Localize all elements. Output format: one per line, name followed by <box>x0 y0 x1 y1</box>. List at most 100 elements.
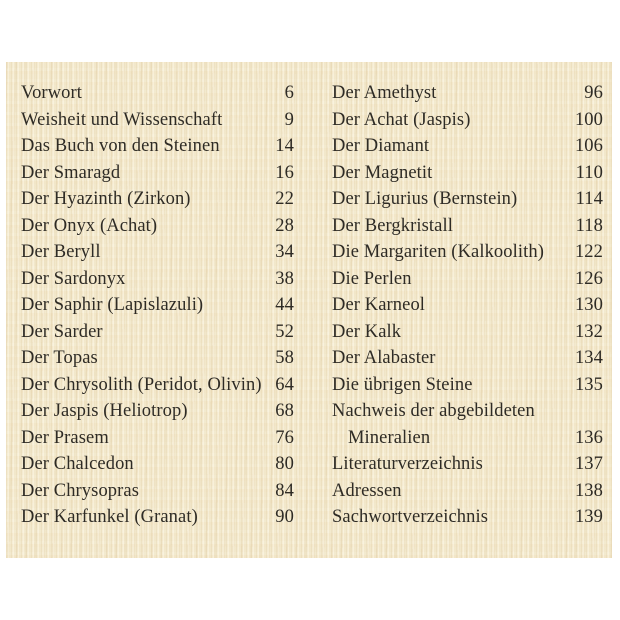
toc-entry-label: Der Jaspis (Heliotrop) <box>21 401 188 421</box>
toc-row: Der Sardonyx 38 <box>21 269 294 296</box>
toc-row: Mineralien 136 <box>332 428 603 455</box>
toc-entry-page-number: 14 <box>275 136 294 156</box>
toc-column-right: Der Amethyst 96 Der Achat (Jaspis) 100 Der D… <box>332 83 603 534</box>
toc-entry-label: Der Smaragd <box>21 162 121 183</box>
toc-row: Der Beryll 34 <box>21 242 294 269</box>
toc-entry-page-number: 139 <box>574 507 603 527</box>
toc-entry-page-number: 58 <box>275 348 294 368</box>
toc-row: Der Chalcedon 80 <box>21 454 294 481</box>
toc-row: Der Alabaster 134 <box>332 348 603 375</box>
toc-columns: Vorwort 6 Weisheit und Wissenschaft 9 Das Bu… <box>21 83 603 534</box>
toc-entry-label: Der Diamant <box>332 136 430 156</box>
toc-entry-label: Die Margariten (Kalkoolith) <box>332 242 544 262</box>
toc-entry-page-number: 44 <box>275 295 294 315</box>
toc-entry-page-number: 96 <box>584 83 603 103</box>
toc-entry-label: Die Perlen <box>332 268 412 289</box>
toc-entry-page-number: 90 <box>275 507 294 527</box>
toc-entry-page-number: 80 <box>275 454 294 474</box>
toc-row: Der Achat (Jaspis) 100 <box>332 110 603 137</box>
toc-entry-label: Der Chalcedon <box>21 454 134 474</box>
toc-entry-page-number: 6 <box>284 83 294 103</box>
toc-entry-page-number: 136 <box>574 427 603 448</box>
toc-entry-label: Der Sardonyx <box>21 268 126 289</box>
toc-entry-label: Der Chrysopras <box>21 480 140 501</box>
toc-row: Die übrigen Steine 135 <box>332 375 603 402</box>
toc-entry-page-number: 135 <box>574 374 603 395</box>
toc-column-left: Vorwort 6 Weisheit und Wissenschaft 9 Das Bu… <box>21 83 294 534</box>
toc-row: Der Saphir (Lapislazuli) 44 <box>21 295 294 322</box>
toc-row: Literaturverzeichnis 137 <box>332 454 603 481</box>
toc-entry-page-number: 126 <box>574 268 603 289</box>
toc-entry-label: Nachweis der abgebildeten <box>332 401 535 421</box>
toc-entry-label: Der Karfunkel (Granat) <box>21 507 198 527</box>
toc-row: Der Topas 58 <box>21 348 294 375</box>
toc-entry-label: Der Kalk <box>332 321 402 342</box>
book-contents-page: Vorwort 6 Weisheit und Wissenschaft 9 Das Bu… <box>6 62 612 558</box>
toc-entry-page-number: 106 <box>574 136 603 156</box>
toc-entry-label: Das Buch von den Steinen <box>21 136 220 156</box>
toc-entry-label: Der Beryll <box>21 242 101 262</box>
toc-entry-label: Der Onyx (Achat) <box>21 215 158 236</box>
toc-row: Der Prasem 76 <box>21 428 294 455</box>
toc-entry-page-number: 68 <box>275 401 294 421</box>
toc-row: Der Diamant 106 <box>332 136 603 163</box>
toc-entry-label: Der Topas <box>21 348 98 368</box>
toc-row: Der Chrysolith (Peridot, Olivin) 64 <box>21 375 294 402</box>
toc-entry-label: Vorwort <box>21 83 82 103</box>
toc-row: Vorwort 6 <box>21 83 294 110</box>
toc-entry-page-number: 16 <box>275 162 294 183</box>
toc-row: Adressen 138 <box>332 481 603 508</box>
toc-row: Die Margariten (Kalkoolith) 122 <box>332 242 603 269</box>
toc-entry-label: Adressen <box>332 480 402 501</box>
toc-entry-label: Sachwortverzeichnis <box>332 507 489 527</box>
toc-entry-label: Der Hyazinth (Zirkon) <box>21 189 191 209</box>
toc-entry-page-number: 34 <box>275 242 294 262</box>
toc-entry-label: Der Saphir (Lapislazuli) <box>21 295 204 315</box>
toc-entry-page-number: 118 <box>575 215 603 236</box>
toc-entry-page-number: 100 <box>574 109 603 130</box>
toc-entry-page-number: 28 <box>275 215 294 236</box>
toc-row: Der Jaspis (Heliotrop) 68 <box>21 401 294 428</box>
toc-row: Der Chrysopras 84 <box>21 481 294 508</box>
toc-row: Der Ligurius (Bernstein) 114 <box>332 189 603 216</box>
toc-entry-label: Der Prasem <box>21 427 109 448</box>
toc-entry-label: Der Amethyst <box>332 83 437 103</box>
toc-row: Nachweis der abgebildeten <box>332 401 603 428</box>
toc-row: Der Smaragd 16 <box>21 163 294 190</box>
toc-entry-page-number: 22 <box>275 189 294 209</box>
toc-entry-label: Der Alabaster <box>332 348 436 368</box>
toc-entry-page-number: 76 <box>275 427 294 448</box>
toc-entry-label: Der Chrysolith (Peridot, Olivin) <box>21 374 262 395</box>
toc-entry-page-number: 52 <box>275 321 294 342</box>
toc-row: Der Onyx (Achat) 28 <box>21 216 294 243</box>
toc-entry-page-number: 64 <box>275 374 294 395</box>
toc-entry-label: Mineralien <box>348 427 431 448</box>
toc-entry-page-number: 130 <box>574 295 603 315</box>
toc-row: Sachwortverzeichnis 139 <box>332 507 603 534</box>
toc-entry-label: Der Ligurius (Bernstein) <box>332 189 518 209</box>
toc-row: Weisheit und Wissenschaft 9 <box>21 110 294 137</box>
toc-entry-page-number: 132 <box>574 321 603 342</box>
toc-row: Die Perlen 126 <box>332 269 603 296</box>
toc-row: Der Hyazinth (Zirkon) 22 <box>21 189 294 216</box>
toc-entry-label: Der Sarder <box>21 321 103 342</box>
toc-entry-page-number: 134 <box>574 348 603 368</box>
toc-row: Der Karfunkel (Granat) 90 <box>21 507 294 534</box>
toc-entry-label: Weisheit und Wissenschaft <box>21 109 223 130</box>
toc-entry-page-number: 38 <box>275 268 294 289</box>
toc-row: Der Amethyst 96 <box>332 83 603 110</box>
toc-entry-page-number: 9 <box>284 109 294 130</box>
toc-entry-page-number: 114 <box>575 189 603 209</box>
toc-row: Das Buch von den Steinen 14 <box>21 136 294 163</box>
toc-entry-label: Literaturverzeichnis <box>332 454 483 474</box>
toc-row: Der Kalk 132 <box>332 322 603 349</box>
toc-entry-page-number: 110 <box>575 162 603 183</box>
toc-row: Der Magnetit 110 <box>332 163 603 190</box>
toc-entry-page-number: 122 <box>574 242 603 262</box>
toc-row: Der Sarder 52 <box>21 322 294 349</box>
toc-entry-label: Die übrigen Steine <box>332 374 473 395</box>
toc-row: Der Bergkristall 118 <box>332 216 603 243</box>
toc-entry-label: Der Achat (Jaspis) <box>332 109 471 130</box>
toc-entry-label: Der Karneol <box>332 295 426 315</box>
toc-entry-label: Der Bergkristall <box>332 215 453 236</box>
